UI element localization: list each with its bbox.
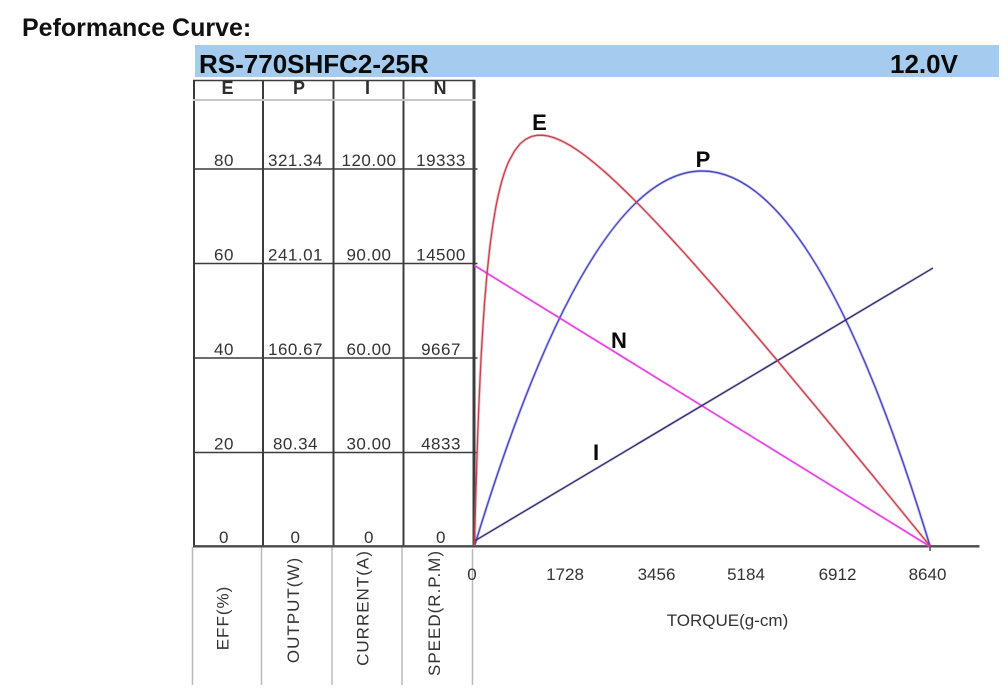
svg-text:E: E — [532, 110, 547, 135]
svg-text:N: N — [434, 78, 447, 98]
svg-text:4833: 4833 — [421, 435, 461, 454]
svg-text:EFF(%): EFF(%) — [214, 586, 233, 651]
svg-text:9667: 9667 — [421, 340, 461, 359]
svg-text:5184: 5184 — [727, 565, 765, 584]
svg-text:1728: 1728 — [546, 565, 584, 584]
svg-text:8640: 8640 — [909, 565, 947, 584]
svg-text:OUTPUT(W): OUTPUT(W) — [284, 557, 303, 663]
svg-text:80: 80 — [214, 151, 234, 170]
svg-text:19333: 19333 — [416, 151, 466, 170]
svg-text:20: 20 — [214, 435, 234, 454]
svg-text:90.00: 90.00 — [346, 246, 391, 265]
svg-text:120.00: 120.00 — [342, 151, 397, 170]
svg-text:40: 40 — [214, 340, 234, 359]
svg-text:I: I — [365, 78, 370, 98]
svg-text:30.00: 30.00 — [346, 435, 391, 454]
svg-text:N: N — [611, 328, 627, 353]
svg-text:P: P — [696, 147, 711, 172]
svg-text:TORQUE(g-cm): TORQUE(g-cm) — [667, 611, 789, 630]
svg-text:80.34: 80.34 — [273, 435, 318, 454]
svg-text:0: 0 — [291, 528, 301, 547]
svg-text:0: 0 — [467, 565, 476, 584]
svg-text:321.34: 321.34 — [268, 151, 323, 170]
svg-text:14500: 14500 — [416, 246, 466, 265]
svg-text:6912: 6912 — [819, 565, 857, 584]
svg-text:60: 60 — [214, 246, 234, 265]
svg-text:SPEED(R.P.M): SPEED(R.P.M) — [425, 550, 444, 676]
svg-text:CURRENT(A): CURRENT(A) — [354, 550, 373, 666]
svg-text:241.01: 241.01 — [268, 246, 323, 265]
svg-text:160.67: 160.67 — [268, 340, 323, 359]
svg-text:60.00: 60.00 — [346, 340, 391, 359]
svg-text:E: E — [221, 78, 233, 98]
svg-text:0: 0 — [219, 528, 229, 547]
svg-text:0: 0 — [436, 528, 446, 547]
svg-text:I: I — [593, 440, 599, 465]
svg-text:P: P — [293, 78, 305, 98]
svg-text:3456: 3456 — [638, 565, 676, 584]
svg-text:0: 0 — [364, 528, 374, 547]
